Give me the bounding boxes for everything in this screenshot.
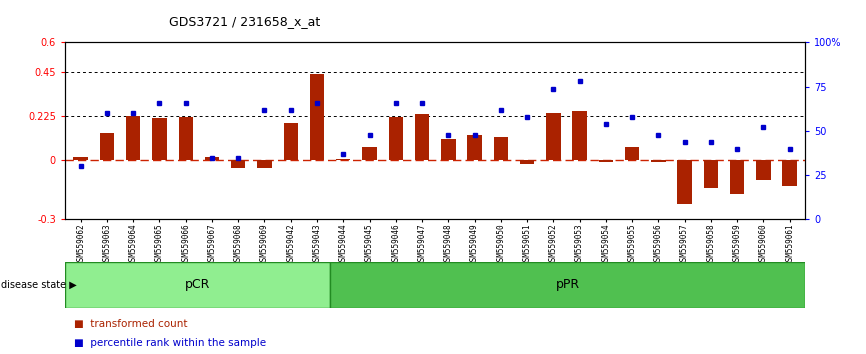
- FancyBboxPatch shape: [65, 262, 330, 308]
- Bar: [257, 160, 272, 169]
- Text: ■  percentile rank within the sample: ■ percentile rank within the sample: [74, 338, 266, 348]
- Text: GDS3721 / 231658_x_at: GDS3721 / 231658_x_at: [169, 15, 320, 28]
- Bar: [598, 160, 613, 162]
- Bar: [520, 160, 534, 164]
- Bar: [231, 160, 245, 169]
- Text: pPR: pPR: [556, 279, 580, 291]
- Bar: [415, 114, 430, 160]
- Bar: [441, 139, 456, 160]
- Bar: [704, 160, 718, 188]
- Bar: [468, 135, 481, 160]
- Bar: [178, 117, 193, 160]
- Bar: [782, 160, 797, 186]
- Bar: [625, 147, 639, 160]
- Bar: [677, 160, 692, 204]
- Text: disease state ▶: disease state ▶: [1, 280, 76, 290]
- Bar: [152, 118, 166, 160]
- Bar: [572, 111, 587, 160]
- Bar: [283, 123, 298, 160]
- Bar: [546, 113, 560, 160]
- Bar: [100, 133, 114, 160]
- Bar: [651, 160, 666, 162]
- Bar: [730, 160, 745, 194]
- Bar: [310, 74, 324, 160]
- FancyBboxPatch shape: [330, 262, 805, 308]
- Bar: [756, 160, 771, 180]
- Bar: [336, 159, 351, 160]
- Text: ■  transformed count: ■ transformed count: [74, 319, 187, 329]
- Text: pCR: pCR: [184, 279, 210, 291]
- Bar: [494, 137, 508, 160]
- Bar: [362, 147, 377, 160]
- Bar: [126, 116, 140, 160]
- Bar: [389, 117, 403, 160]
- Bar: [204, 156, 219, 160]
- Bar: [74, 156, 88, 160]
